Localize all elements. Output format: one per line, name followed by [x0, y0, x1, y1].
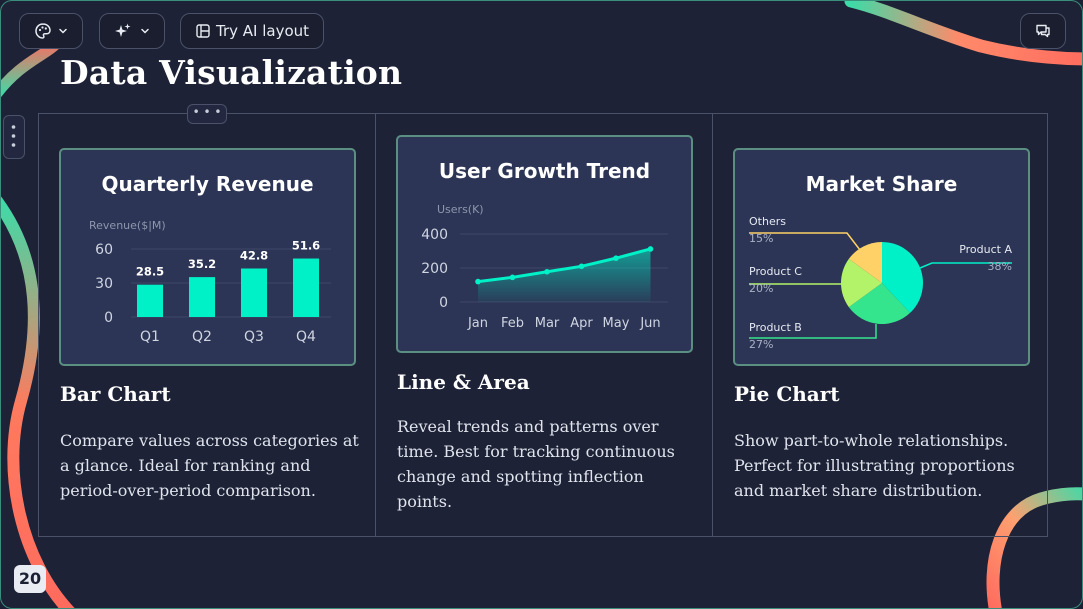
- ai-menu-button[interactable]: [99, 13, 165, 49]
- area-chart: Users(K) 400 200 0 Jan Feb Mar Apr May Jun: [421, 203, 668, 331]
- page-number: 20: [14, 565, 46, 593]
- data-point: [544, 268, 550, 275]
- comments-button[interactable]: [1020, 13, 1066, 49]
- pie-chart: Product A 38% Product B 27% Product C 20% Othe…: [749, 215, 1012, 351]
- pie-chart-card: Market Share Product A 38% Product B 27% Pro…: [733, 148, 1030, 366]
- y-tick: 30: [95, 276, 113, 292]
- chart-title: Market Share: [805, 172, 958, 196]
- chevron-down-icon: [58, 27, 68, 35]
- area-fill: [478, 248, 651, 302]
- y-tick: 0: [104, 310, 113, 326]
- leader-line: [749, 232, 861, 251]
- page-title: Data Visualization: [60, 53, 403, 92]
- column-divider: [375, 114, 376, 536]
- bar: [137, 284, 163, 317]
- data-label: 28.5: [136, 265, 164, 279]
- data-point: [613, 255, 619, 261]
- bar-chart: Revenue($|M) 60 30 0 28.5 Q1 35.2 Q2 42.8 Q3 5…: [89, 219, 331, 345]
- data-label: 35.2: [188, 257, 216, 271]
- x-tick: Q2: [192, 329, 212, 345]
- palette-icon: [34, 22, 52, 40]
- section-heading: Line & Area: [397, 370, 530, 394]
- line-chart-column: User Growth Trend Users(K) 400 200 0: [376, 114, 712, 536]
- sparkle-icon: [114, 22, 132, 40]
- data-point: [475, 278, 481, 285]
- y-tick: 60: [95, 242, 113, 258]
- y-axis-label: Users(K): [437, 203, 484, 216]
- leader-line: [749, 324, 877, 339]
- pie-slice: [848, 242, 882, 283]
- chevron-down-icon: [140, 27, 150, 35]
- theme-menu-button[interactable]: [19, 13, 83, 49]
- pie-slice: [848, 283, 911, 324]
- x-tick: May: [603, 316, 630, 331]
- data-point: [578, 263, 585, 270]
- comment-icon: [1034, 22, 1052, 40]
- section-heading: Bar Chart: [60, 382, 171, 406]
- y-axis-label: Revenue($|M): [89, 219, 166, 232]
- slice-name: Product C: [749, 265, 802, 278]
- y-tick: 200: [421, 261, 448, 277]
- chart-title: User Growth Trend: [438, 159, 651, 183]
- slice-percent: 38%: [988, 260, 1012, 273]
- x-tick: Apr: [570, 316, 593, 331]
- section-heading: Pie Chart: [734, 382, 840, 406]
- chart-title: Quarterly Revenue: [101, 172, 314, 196]
- slice-name: Others: [749, 215, 786, 228]
- y-tick: 400: [421, 227, 448, 243]
- data-point: [647, 246, 654, 252]
- area-chart-card: User Growth Trend Users(K) 400 200 0: [396, 135, 693, 353]
- side-drag-handle[interactable]: [3, 115, 25, 159]
- pie-slice: [841, 258, 882, 308]
- slice-percent: 15%: [749, 232, 773, 245]
- leader-line: [919, 262, 1012, 269]
- content-grid: Quarterly Revenue Revenue($|M) 60 30 0 2…: [38, 113, 1048, 537]
- data-point: [509, 274, 516, 281]
- y-tick: 0: [439, 295, 448, 311]
- try-ai-layout-label: Try AI layout: [215, 22, 310, 40]
- bar-chart-column: Quarterly Revenue Revenue($|M) 60 30 0 2…: [39, 114, 375, 536]
- section-description: Reveal trends and patterns over time. Be…: [397, 417, 675, 511]
- bar: [241, 268, 267, 317]
- section-description: Show part-to-whole relationships. Perfec…: [734, 431, 1015, 500]
- slice-name: Product A: [959, 243, 1012, 256]
- data-label: 42.8: [240, 248, 268, 262]
- x-tick: Jan: [467, 316, 488, 331]
- x-tick: Q3: [244, 329, 264, 345]
- block-drag-handle[interactable]: • • •: [187, 104, 227, 124]
- x-tick: Mar: [535, 316, 560, 331]
- bar-chart-card: Quarterly Revenue Revenue($|M) 60 30 0 2…: [59, 148, 356, 366]
- bar: [189, 277, 215, 317]
- bar: [293, 258, 319, 317]
- x-tick: Feb: [501, 316, 524, 331]
- slice-percent: 27%: [749, 338, 773, 351]
- x-tick: Q4: [296, 329, 316, 345]
- pie-chart-column: Market Share Product A 38% Product B 27% Pro…: [713, 114, 1047, 536]
- pie-slice: [882, 242, 923, 313]
- slice-percent: 20%: [749, 282, 773, 295]
- column-divider: [712, 114, 713, 536]
- slice-name: Product B: [749, 321, 802, 334]
- try-ai-layout-button[interactable]: Try AI layout: [180, 13, 324, 49]
- layout-icon: [195, 23, 211, 39]
- series-line: [476, 247, 652, 284]
- section-description: Compare values across categories at a gl…: [60, 431, 359, 500]
- data-label: 51.6: [292, 239, 320, 253]
- x-tick: Q1: [140, 329, 160, 345]
- x-tick: Jun: [639, 316, 660, 331]
